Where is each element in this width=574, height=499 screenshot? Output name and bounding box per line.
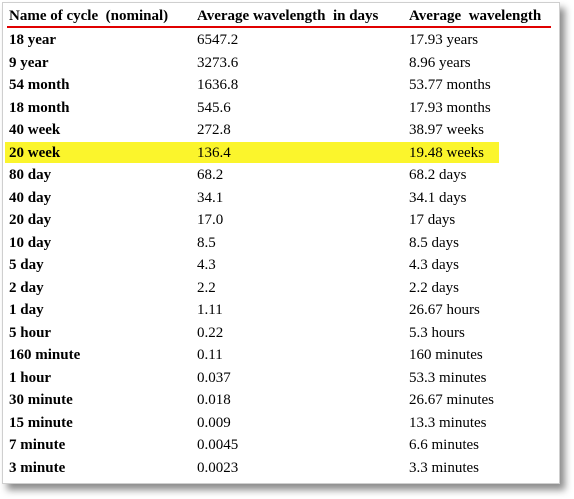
cycle-name-cell: 1 day — [9, 302, 44, 318]
wavelength-days-cell: 0.0023 — [197, 460, 239, 476]
wavelength-cell: 53.3 minutes — [409, 369, 487, 386]
cycle-name-cell: 2 day — [9, 279, 44, 296]
cycle-name-cell: 3 minute — [9, 460, 66, 476]
wavelength-cell: 8.5 days — [409, 234, 459, 251]
wavelength-days-cell: 0.11 — [197, 347, 223, 363]
header-divider — [7, 26, 551, 28]
table-row: 54 month 1636.8 53.77 months — [3, 74, 559, 96]
cycle-name-cell: 80 day — [9, 167, 52, 183]
cycle-name-cell: 10 day — [9, 234, 52, 251]
table-row: 5 hour 0.22 5.3 hours — [3, 322, 559, 344]
wavelength-cell: 17.93 years — [409, 32, 479, 48]
table-row: 40 day 34.1 34.1 days — [3, 187, 559, 209]
wavelength-cell: 4.3 days — [409, 257, 459, 273]
table-row: 1 hour 0.037 53.3 minutes — [3, 367, 559, 389]
wavelength-days-cell: 272.8 — [197, 122, 231, 138]
header-cycle-name: Name of cycle (nominal) — [9, 8, 169, 24]
cycle-name-cell: 40 week — [9, 122, 61, 138]
wavelength-days-cell: 6547.2 — [197, 32, 239, 48]
wavelength-days-cell: 8.5 — [197, 234, 216, 251]
wavelength-days-cell: 136.4 — [197, 144, 231, 161]
table-row: 18 year 6547.2 17.93 years — [3, 29, 559, 51]
cycle-name-cell: 20 week — [9, 144, 61, 161]
cycle-name-cell: 54 month — [9, 77, 70, 93]
table-row: 18 month 545.6 17.93 months — [3, 97, 559, 119]
wavelength-cell: 68.2 days — [409, 167, 467, 183]
table-row: 10 day 8.5 8.5 days — [3, 232, 559, 254]
cycle-name-cell: 5 day — [9, 257, 44, 273]
cycle-name-cell: 30 minute — [9, 392, 73, 408]
wavelength-cell: 26.67 hours — [409, 302, 480, 318]
table-row: 3 minute 0.0023 3.3 minutes — [3, 457, 559, 479]
wavelength-days-cell: 2.2 — [197, 279, 216, 296]
header-wavelength-days: Average wavelength in days — [197, 8, 379, 24]
wavelength-cell: 2.2 days — [409, 279, 459, 296]
wavelength-cell: 53.77 months — [409, 77, 491, 93]
wavelength-cell: 17.93 months — [409, 99, 491, 116]
cycle-name-cell: 1 hour — [9, 369, 52, 386]
table-row: 9 year 3273.6 8.96 years — [3, 52, 559, 74]
table-panel: Name of cycle (nominal) Average waveleng… — [2, 2, 560, 484]
cycle-name-cell: 20 day — [9, 212, 52, 228]
table-row: 160 minute 0.11 160 minutes — [3, 344, 559, 366]
wavelength-cell: 160 minutes — [409, 347, 483, 363]
wavelength-days-cell: 68.2 — [197, 167, 224, 183]
wavelength-cell: 13.3 minutes — [409, 414, 487, 431]
table-row: 30 minute 0.018 26.67 minutes — [3, 389, 559, 411]
wavelength-cell: 5.3 hours — [409, 324, 465, 341]
cycle-name-cell: 15 minute — [9, 414, 73, 431]
wavelength-days-cell: 1.11 — [197, 302, 223, 318]
table-row: 7 minute 0.0045 6.6 minutes — [3, 434, 559, 456]
wavelength-days-cell: 0.0045 — [197, 437, 239, 453]
table-row: 40 week 272.8 38.97 weeks — [3, 119, 559, 141]
wavelength-days-cell: 0.018 — [197, 392, 231, 408]
wavelength-cell: 34.1 days — [409, 189, 467, 206]
wavelength-days-cell: 1636.8 — [197, 77, 239, 93]
cycle-name-cell: 18 month — [9, 99, 70, 116]
wavelength-cell: 6.6 minutes — [409, 437, 479, 453]
wavelength-days-cell: 4.3 — [197, 257, 216, 273]
wavelength-days-cell: 0.22 — [197, 324, 224, 341]
wavelength-cell: 19.48 weeks — [409, 144, 484, 161]
cycle-name-cell: 18 year — [9, 32, 57, 48]
wavelength-cell: 17 days — [409, 212, 456, 228]
cycle-name-cell: 7 minute — [9, 437, 66, 453]
table-row: 15 minute 0.009 13.3 minutes — [3, 412, 559, 434]
wavelength-days-cell: 3273.6 — [197, 54, 239, 71]
wavelength-days-cell: 545.6 — [197, 99, 231, 116]
wavelength-days-cell: 17.0 — [197, 212, 224, 228]
header-wavelength: Average wavelength — [409, 8, 542, 24]
cycle-name-cell: 40 day — [9, 189, 52, 206]
table-header: Name of cycle (nominal) Average waveleng… — [3, 3, 559, 28]
wavelength-cell: 26.67 minutes — [409, 392, 494, 408]
table-row: 20 day 17.0 17 days — [3, 209, 559, 231]
wavelength-cell: 3.3 minutes — [409, 460, 479, 476]
table-row: 80 day 68.2 68.2 days — [3, 164, 559, 186]
wavelength-cell: 8.96 years — [409, 54, 471, 71]
table-row: 2 day 2.2 2.2 days — [3, 277, 559, 299]
wavelength-cell: 38.97 weeks — [409, 122, 484, 138]
wavelength-days-cell: 0.009 — [197, 414, 231, 431]
table-row: 1 day 1.11 26.67 hours — [3, 299, 559, 321]
cycle-name-cell: 9 year — [9, 54, 49, 71]
highlighted-table-row: 20 week 136.4 19.48 weeks — [3, 141, 559, 164]
cycle-name-cell: 5 hour — [9, 324, 52, 341]
wavelength-days-cell: 34.1 — [197, 189, 224, 206]
cycle-name-cell: 160 minute — [9, 347, 81, 363]
wavelength-days-cell: 0.037 — [197, 369, 231, 386]
table-row: 5 day 4.3 4.3 days — [3, 254, 559, 276]
